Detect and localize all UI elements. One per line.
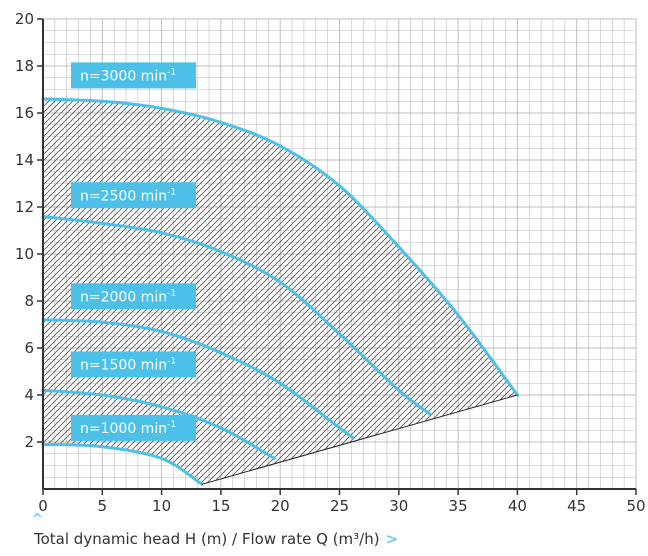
- x-tick-label: 45: [567, 497, 586, 515]
- speed-curve: [41, 318, 354, 439]
- up-caret-icon[interactable]: ^: [32, 512, 43, 527]
- operating-limit-line: [201, 394, 518, 485]
- x-tick-label: 20: [271, 497, 290, 515]
- x-tick-label: 15: [211, 497, 230, 515]
- speed-curve: [41, 388, 276, 460]
- speed-label-box: [71, 62, 196, 89]
- speed-label-box: [71, 414, 196, 441]
- speed-label-exponent: -1: [167, 67, 176, 77]
- speed-label-exponent: -1: [167, 288, 176, 298]
- y-tick-label: 2: [24, 433, 34, 451]
- speed-label: n=2500 min-1: [80, 187, 176, 204]
- speed-label-exponent: -1: [167, 420, 176, 430]
- pump-curve-chart: 0 5 10 15 20 25 30 35 40 45 50 2 4 6 8 10 12 14 16 18 20 n=3…: [15, 10, 646, 515]
- y-tick-label: 14: [15, 151, 34, 169]
- x-tick-label: 5: [98, 497, 108, 515]
- x-axis-label: Total dynamic head H (m) / Flow rate Q (…: [34, 530, 380, 548]
- speed-label-exponent: -1: [167, 187, 176, 197]
- x-tick-label: 30: [389, 497, 408, 515]
- x-tick-label: 35: [449, 497, 468, 515]
- x-tick-label: 25: [330, 497, 349, 515]
- axes: 0 5 10 15 20 25 30 35 40 45 50 2 4 6 8 10 12 14 16 18 20: [15, 10, 646, 515]
- y-tick-label: 6: [24, 339, 34, 357]
- y-tick-label: 12: [15, 198, 34, 216]
- speed-label: n=3000 min-1: [80, 67, 176, 84]
- axis-caption: Total dynamic head H (m) / Flow rate Q (…: [34, 530, 398, 548]
- y-tick-label: 4: [24, 386, 34, 404]
- speed-label: n=2000 min-1: [80, 288, 176, 305]
- x-tick-label: 0: [38, 497, 48, 515]
- y-tick-label: 10: [15, 245, 34, 263]
- y-tick-label: 16: [15, 104, 34, 122]
- speed-curve: [41, 214, 432, 416]
- y-tick-label: 20: [15, 10, 34, 28]
- speed-curve: [41, 97, 519, 397]
- speed-curves: [41, 97, 519, 486]
- speed-label-exponent: -1: [167, 356, 176, 366]
- speed-label-box: [71, 182, 196, 209]
- x-tick-label: 10: [152, 497, 171, 515]
- speed-curve: [41, 442, 204, 486]
- speed-label-box: [71, 283, 196, 310]
- speed-label: n=1500 min-1: [80, 356, 176, 373]
- chevron-right-icon[interactable]: >: [385, 530, 399, 548]
- speed-label-box: [71, 351, 196, 378]
- speed-labels: n=3000 min-1 n=2500 min-1 n=2000 min-1 n=15…: [71, 62, 196, 441]
- x-tick-label: 50: [626, 497, 645, 515]
- y-tick-label: 18: [15, 57, 34, 75]
- speed-label: n=1000 min-1: [80, 420, 176, 437]
- y-tick-label: 8: [24, 292, 34, 310]
- x-tick-label: 40: [508, 497, 527, 515]
